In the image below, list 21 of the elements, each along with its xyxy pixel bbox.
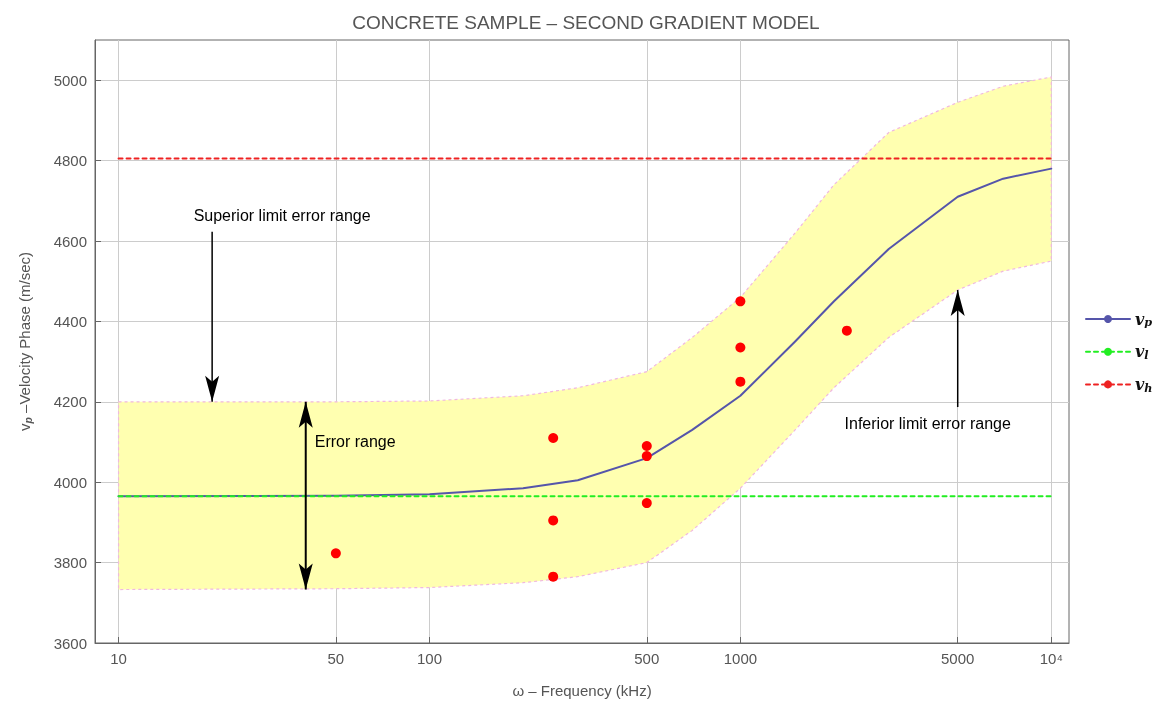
- y-tick-label: 4600: [53, 232, 87, 250]
- y-tick-label: 4000: [53, 473, 87, 491]
- x-tick-label: 10: [110, 650, 127, 667]
- x-tick-label: 500: [634, 650, 660, 667]
- annotation: Inferior limit error range: [844, 415, 1011, 434]
- x-tick-label: 100: [416, 650, 442, 667]
- y-axis-title: vp –Velocity Phase (m/sec): [16, 252, 34, 431]
- annotation: Superior limit error range: [193, 206, 371, 225]
- x-tick-label: 1000: [723, 650, 758, 667]
- y-tick-label: 3800: [53, 554, 87, 572]
- y-tick-label: 3600: [53, 634, 87, 652]
- chart-title: CONCRETE SAMPLE – SECOND GRADIENT MODEL: [352, 12, 820, 33]
- x-tick-label: 5000: [941, 650, 975, 667]
- x-tick-label: 10⁴: [1039, 650, 1063, 667]
- annotation: Error range: [314, 432, 396, 451]
- x-tick-label: 50: [327, 650, 345, 667]
- y-tick-label: 5000: [53, 71, 87, 89]
- y-tick-label: 4200: [53, 393, 87, 411]
- y-tick-label: 4800: [53, 152, 87, 170]
- x-axis-title: ω – Frequency (kHz): [512, 682, 652, 699]
- y-tick-label: 4400: [53, 312, 87, 330]
